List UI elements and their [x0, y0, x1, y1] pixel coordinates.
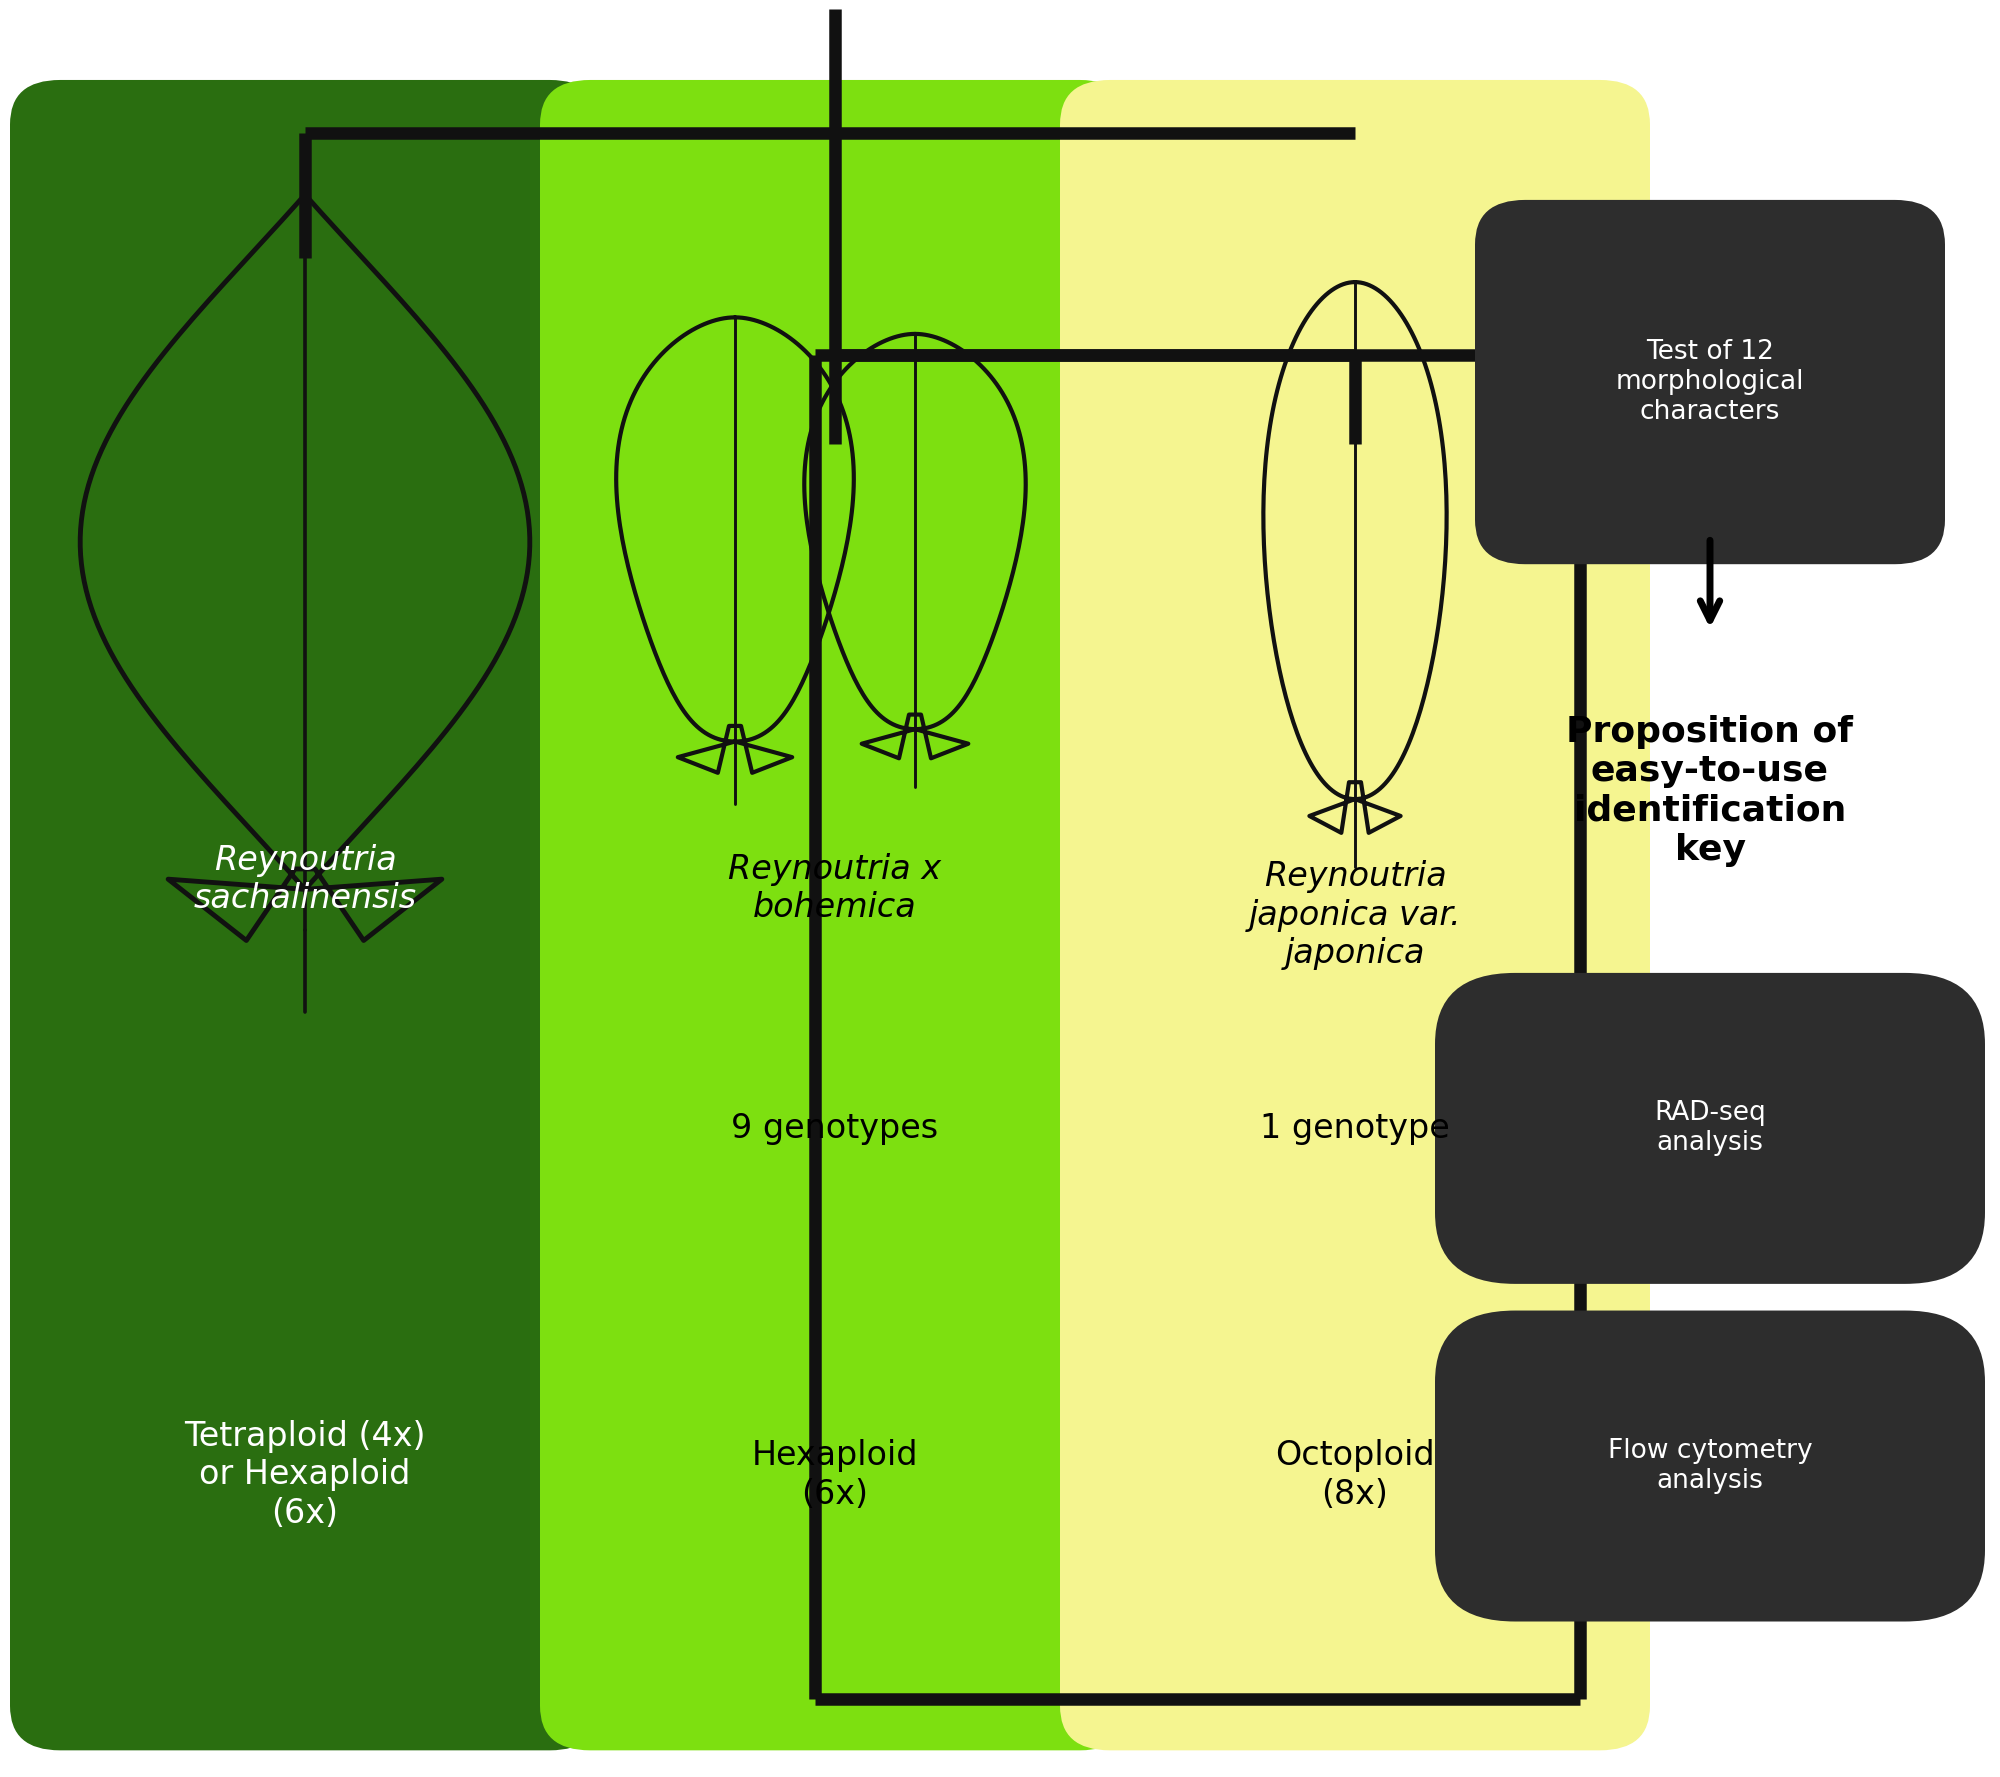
FancyBboxPatch shape [1434, 1311, 1984, 1621]
Text: Test of 12
morphological
characters: Test of 12 morphological characters [1616, 339, 1804, 425]
Text: Reynoutria x
bohemica: Reynoutria x bohemica [728, 853, 942, 924]
Text: Reynoutria
japonica var.
japonica: Reynoutria japonica var. japonica [1248, 860, 1462, 970]
Text: 1 genotype: 1 genotype [1260, 1112, 1450, 1144]
Text: Reynoutria
sachalinensis: Reynoutria sachalinensis [194, 844, 416, 915]
Text: Flow cytometry
analysis: Flow cytometry analysis [1608, 1438, 1812, 1494]
Text: Hexaploid
(6x): Hexaploid (6x) [752, 1439, 918, 1510]
Text: Octoploid
(8x): Octoploid (8x) [1276, 1439, 1434, 1510]
FancyBboxPatch shape [10, 80, 600, 1750]
FancyBboxPatch shape [1474, 201, 1944, 565]
FancyBboxPatch shape [540, 80, 1130, 1750]
Text: RAD-seq
analysis: RAD-seq analysis [1654, 1100, 1766, 1157]
Text: 9 genotypes: 9 genotypes [732, 1112, 938, 1144]
FancyBboxPatch shape [1434, 974, 1984, 1283]
Text: Tetraploid (4x)
or Hexaploid
(6x): Tetraploid (4x) or Hexaploid (6x) [184, 1420, 426, 1530]
Text: Proposition of
easy-to-use
identification
key: Proposition of easy-to-use identificatio… [1566, 714, 1854, 867]
FancyBboxPatch shape [1060, 80, 1650, 1750]
